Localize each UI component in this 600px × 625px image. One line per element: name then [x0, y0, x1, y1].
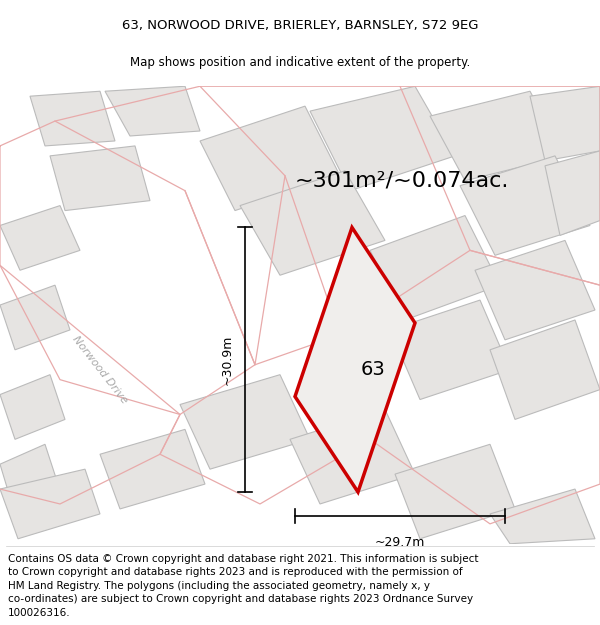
Polygon shape — [545, 151, 600, 236]
Polygon shape — [310, 86, 455, 191]
Polygon shape — [430, 91, 565, 181]
Polygon shape — [0, 285, 70, 350]
Polygon shape — [390, 300, 510, 399]
Polygon shape — [105, 86, 200, 136]
Polygon shape — [180, 374, 310, 469]
Polygon shape — [490, 489, 595, 544]
Polygon shape — [475, 241, 595, 340]
Polygon shape — [0, 206, 80, 270]
Text: Map shows position and indicative extent of the property.: Map shows position and indicative extent… — [130, 56, 470, 69]
Text: Norwood Drive: Norwood Drive — [71, 334, 130, 406]
Polygon shape — [0, 469, 100, 539]
Polygon shape — [200, 106, 340, 211]
Text: ~301m²/~0.074ac.: ~301m²/~0.074ac. — [295, 171, 509, 191]
Polygon shape — [240, 171, 385, 275]
Polygon shape — [460, 156, 590, 256]
Polygon shape — [370, 216, 500, 320]
Polygon shape — [100, 429, 205, 509]
Polygon shape — [530, 86, 600, 161]
Polygon shape — [50, 146, 150, 211]
Text: ~29.7m: ~29.7m — [375, 536, 425, 549]
Text: 63: 63 — [361, 360, 385, 379]
Text: ~30.9m: ~30.9m — [221, 334, 233, 385]
Polygon shape — [0, 374, 65, 439]
Polygon shape — [490, 320, 600, 419]
Text: 63, NORWOOD DRIVE, BRIERLEY, BARNSLEY, S72 9EG: 63, NORWOOD DRIVE, BRIERLEY, BARNSLEY, S… — [122, 19, 478, 32]
Text: Contains OS data © Crown copyright and database right 2021. This information is : Contains OS data © Crown copyright and d… — [8, 554, 478, 618]
Polygon shape — [395, 444, 515, 539]
Polygon shape — [295, 228, 415, 492]
Polygon shape — [290, 409, 415, 504]
Polygon shape — [30, 91, 115, 146]
Polygon shape — [0, 444, 58, 504]
